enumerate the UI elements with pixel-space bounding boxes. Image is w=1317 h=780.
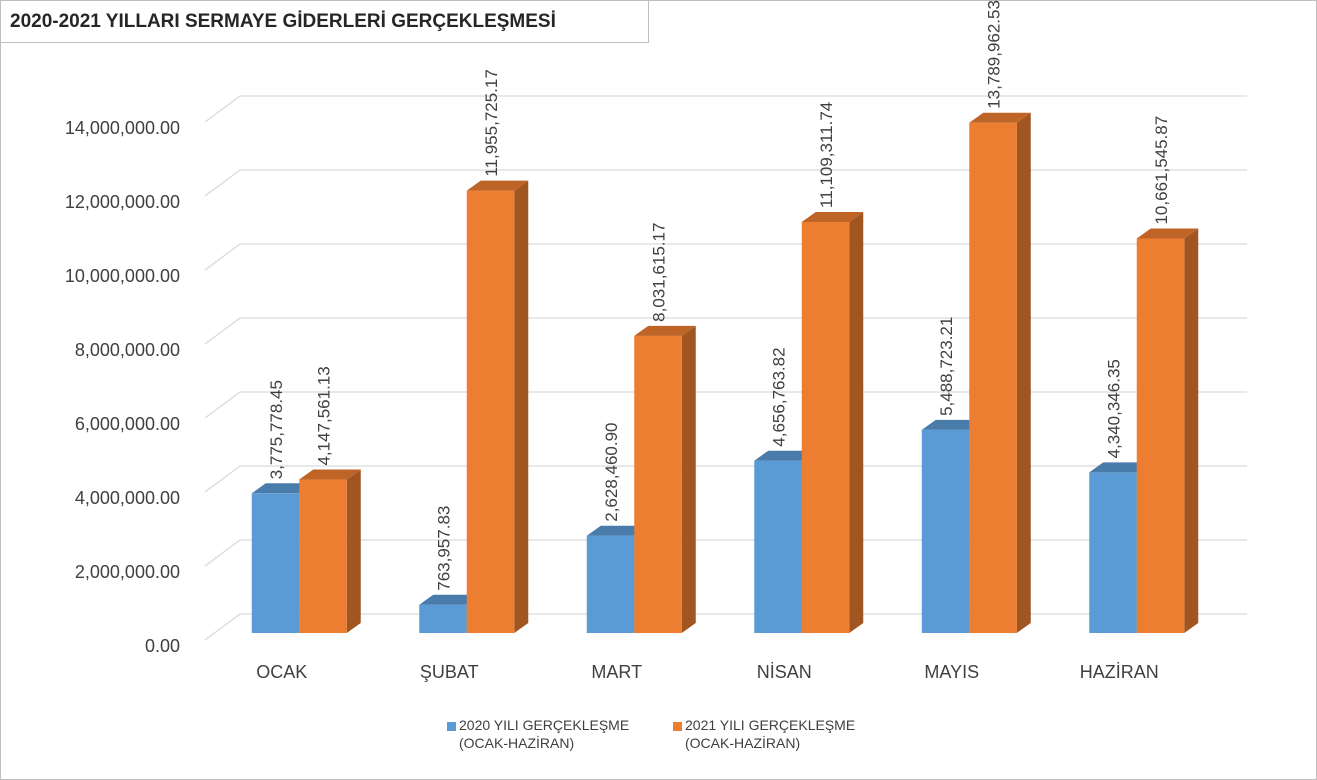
bar bbox=[801, 221, 850, 634]
bar bbox=[969, 122, 1017, 633]
bar bbox=[1136, 238, 1185, 633]
legend-swatch bbox=[673, 722, 682, 731]
value-label: 11,109,311.74 bbox=[817, 102, 836, 208]
value-label: 5,488,723.21 bbox=[937, 317, 956, 416]
value-label: 763,957.83 bbox=[435, 506, 454, 591]
value-label: 4,147,561.13 bbox=[315, 366, 334, 465]
y-tick-label: 0.00 bbox=[145, 636, 180, 656]
x-tick-label: ŞUBAT bbox=[420, 662, 479, 682]
value-label: 3,775,778.45 bbox=[267, 380, 286, 479]
value-label: 11,955,725.17 bbox=[482, 69, 501, 176]
x-tick-label: HAZİRAN bbox=[1080, 662, 1159, 682]
bar-top bbox=[299, 469, 361, 480]
grid-line bbox=[204, 95, 1247, 123]
bar-top bbox=[969, 112, 1031, 123]
grid-line bbox=[204, 169, 1247, 197]
chart-title: 2020-2021 YILLARI SERMAYE GİDERLERİ GERÇ… bbox=[10, 11, 556, 32]
bar-side bbox=[514, 180, 529, 633]
bar-side bbox=[681, 325, 696, 633]
value-label: 10,661,545.87 bbox=[1152, 116, 1171, 225]
bar bbox=[299, 479, 347, 633]
bar-top bbox=[634, 325, 696, 336]
y-tick-label: 8,000,000.00 bbox=[75, 340, 180, 360]
y-tick-label: 2,000,000.00 bbox=[75, 562, 180, 582]
y-tick-label: 14,000,000.00 bbox=[65, 118, 180, 138]
legend-swatch bbox=[447, 722, 456, 731]
legend-label: 2020 YILI GERÇEKLEŞME (OCAK-HAZİRAN) bbox=[459, 717, 630, 751]
bar-top bbox=[801, 211, 864, 222]
bar-top bbox=[921, 419, 984, 430]
y-tick-label: 4,000,000.00 bbox=[75, 488, 180, 508]
x-tick-label: MART bbox=[591, 662, 642, 682]
bar bbox=[754, 460, 802, 633]
y-tick-label: 6,000,000.00 bbox=[75, 414, 180, 434]
value-label: 13,789,962.53 bbox=[985, 0, 1004, 109]
grid-line bbox=[204, 539, 1247, 567]
bar-side bbox=[346, 469, 361, 633]
x-tick-label: OCAK bbox=[256, 662, 307, 682]
title-box bbox=[0, 0, 649, 43]
x-tick-label: NİSAN bbox=[757, 662, 812, 682]
grid-line bbox=[204, 613, 1247, 641]
legend-label: 2021 YILI GERÇEKLEŞME (OCAK-HAZİRAN) bbox=[685, 717, 856, 751]
bar bbox=[466, 190, 515, 633]
bar-top bbox=[419, 594, 481, 605]
bar bbox=[921, 429, 970, 633]
value-label: 4,656,763.82 bbox=[770, 347, 789, 446]
bar-top bbox=[466, 180, 529, 191]
y-tick-label: 12,000,000.00 bbox=[65, 192, 180, 212]
grid-line bbox=[204, 243, 1247, 271]
value-label: 8,031,615.17 bbox=[650, 223, 669, 322]
bar bbox=[586, 535, 635, 633]
bar-side bbox=[1016, 112, 1031, 634]
bar-top bbox=[1136, 228, 1199, 239]
value-label: 2,628,460.90 bbox=[602, 422, 621, 521]
grid-line bbox=[204, 391, 1247, 419]
bar bbox=[1089, 472, 1137, 633]
bar-top bbox=[586, 525, 649, 536]
bar-side bbox=[849, 211, 864, 634]
bar bbox=[634, 335, 682, 633]
y-tick-label: 10,000,000.00 bbox=[65, 266, 180, 286]
value-label: 4,340,346.35 bbox=[1105, 359, 1124, 458]
bar bbox=[419, 604, 467, 633]
grid-line bbox=[204, 465, 1247, 493]
grid-line bbox=[204, 317, 1247, 345]
bar-top bbox=[754, 450, 816, 461]
bar-side bbox=[1184, 228, 1199, 633]
bar-top bbox=[251, 483, 314, 494]
bar-top bbox=[1089, 462, 1151, 473]
bar bbox=[251, 493, 300, 633]
x-tick-label: MAYIS bbox=[924, 662, 979, 682]
